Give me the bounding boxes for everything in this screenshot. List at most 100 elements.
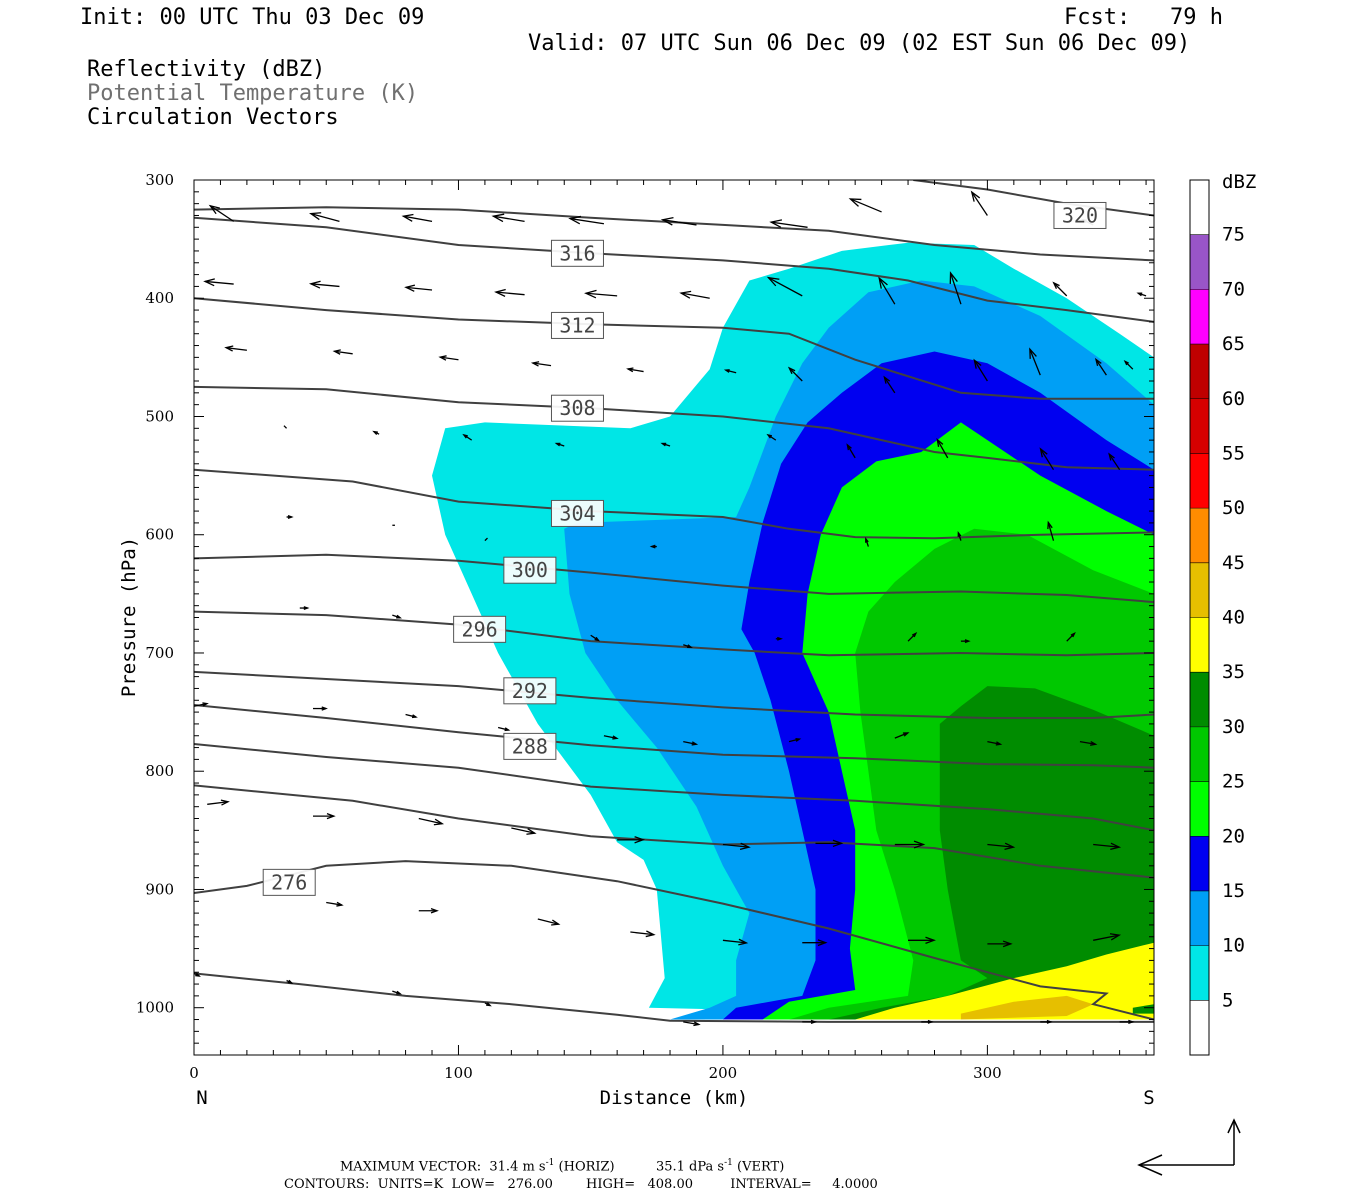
- circulation-vector: [679, 290, 710, 299]
- colorbar-label: 5: [1222, 989, 1233, 1011]
- circulation-vector: [299, 606, 310, 611]
- colorbar-swatch: [1190, 508, 1209, 563]
- circulation-vector: [788, 738, 802, 743]
- circulation-vector: [766, 276, 803, 297]
- colorbar-label: 35: [1222, 661, 1245, 683]
- circulation-vector: [1039, 447, 1055, 471]
- circulation-vector: [1108, 452, 1121, 471]
- circulation-vector: [405, 713, 418, 719]
- colorbar-label: 55: [1222, 442, 1245, 464]
- circulation-vector: [401, 213, 433, 223]
- circulation-vector: [313, 813, 336, 820]
- colorbar-label: 25: [1222, 771, 1245, 793]
- theta-contour-308: [194, 385, 1154, 471]
- circulation-vector: [326, 901, 344, 907]
- colorbar-swatch: [1190, 617, 1209, 673]
- circulation-vector: [846, 443, 856, 459]
- theta-label-box-312: [550, 311, 604, 339]
- max-horiz-exponent: -1: [545, 1158, 555, 1168]
- x-tick-label: 100: [444, 1064, 473, 1082]
- circulation-vector: [568, 215, 605, 225]
- theta-label-box-316: [550, 239, 604, 267]
- max-vert-exponent: -1: [724, 1158, 733, 1168]
- circulation-vector: [802, 1019, 818, 1025]
- circulation-vector: [766, 433, 777, 441]
- circulation-vector: [494, 288, 525, 297]
- theta-label-box-308: [550, 394, 604, 422]
- circulation-vector: [987, 842, 1016, 850]
- circulation-vector: [973, 358, 988, 382]
- x-tick-label: 0: [189, 1064, 199, 1082]
- circulation-vector: [392, 990, 402, 995]
- colorbar-label: 60: [1222, 388, 1245, 410]
- theta-label-288: 288: [512, 734, 548, 758]
- circulation-vector: [683, 1021, 701, 1027]
- max-horiz-unit: (HORIZ): [558, 1159, 615, 1175]
- colorbar-swatch: [1190, 562, 1209, 618]
- max-vert-value: 35.1 dPa s: [655, 1159, 725, 1175]
- theta-label-320: 320: [1062, 203, 1098, 227]
- contours-interval: INTERVAL= 4.0000: [730, 1177, 878, 1192]
- field-reflectivity: Reflectivity (dBZ): [87, 57, 326, 82]
- colorbar-label: 65: [1222, 333, 1245, 355]
- circulation-vector: [208, 204, 235, 222]
- field-potential-temperature: Potential Temperature (K): [87, 81, 419, 106]
- circulation-vector: [1066, 631, 1076, 642]
- colorbar-swatch: [1190, 398, 1209, 454]
- circulation-vector: [921, 1019, 934, 1024]
- y-tick-label: 500: [145, 407, 174, 425]
- circulation-vector: [660, 442, 671, 447]
- circulation-vector: [878, 276, 896, 305]
- colorbar-swatch: [1190, 453, 1209, 509]
- theta-contour-304: [194, 468, 1154, 540]
- circulation-vector: [949, 271, 962, 305]
- theta-label-box-300: [503, 556, 557, 584]
- theta-label-312: 312: [559, 313, 595, 337]
- x-axis-title: Distance (km): [600, 1087, 749, 1109]
- circulation-vector: [723, 369, 737, 374]
- circulation-vector: [286, 515, 294, 519]
- max-vector-label: MAXIMUM VECTOR:: [340, 1159, 482, 1175]
- circulation-vector: [722, 842, 751, 850]
- circulation-vector: [802, 939, 828, 947]
- colorbar-label: 70: [1222, 278, 1245, 300]
- contours-high: HIGH= 408.00: [586, 1177, 693, 1192]
- circulation-vector: [908, 936, 936, 945]
- colorbar-swatch: [1190, 1000, 1209, 1055]
- circulation-vector: [1040, 1019, 1053, 1024]
- theta-label-box-304: [550, 499, 604, 527]
- reflectivity-region-30dbz: [828, 686, 1154, 1020]
- circulation-vector: [194, 702, 209, 707]
- x-tick-label: 300: [973, 1064, 1002, 1082]
- circulation-vector: [194, 972, 201, 977]
- theta-contour-316: [194, 216, 1154, 323]
- init-time: Init: 00 UTC Thu 03 Dec 09: [80, 5, 425, 30]
- theta-label-box-320: [1053, 201, 1107, 229]
- circulation-vector: [313, 706, 328, 711]
- circulation-vector: [554, 442, 565, 447]
- max-vert-unit: (VERT): [737, 1159, 785, 1175]
- y-tick-label: 600: [145, 526, 174, 544]
- circulation-vector: [787, 366, 803, 382]
- colorbar-swatch: [1190, 781, 1209, 837]
- circulation-vector: [987, 741, 1003, 746]
- theta-label-box-288: [503, 732, 557, 760]
- circulation-vector: [1123, 360, 1134, 370]
- circulation-vector: [1052, 281, 1068, 297]
- circulation-vector: [418, 907, 439, 914]
- y-tick-label: 300: [145, 171, 174, 189]
- circulation-vector: [530, 361, 552, 367]
- colorbar-label: 40: [1222, 607, 1245, 629]
- circulation-vector: [970, 190, 988, 216]
- circulation-vector: [987, 940, 1013, 948]
- circulation-vector: [683, 644, 693, 649]
- circulation-vector: [418, 817, 445, 826]
- circulation-vector: [590, 634, 601, 642]
- colorbar-label: 50: [1222, 497, 1245, 519]
- circulation-vector: [462, 433, 473, 441]
- circulation-vector: [775, 636, 783, 641]
- circulation-vector: [511, 827, 537, 835]
- colorbar-label: 45: [1222, 552, 1245, 574]
- circulation-vector: [1119, 1019, 1135, 1025]
